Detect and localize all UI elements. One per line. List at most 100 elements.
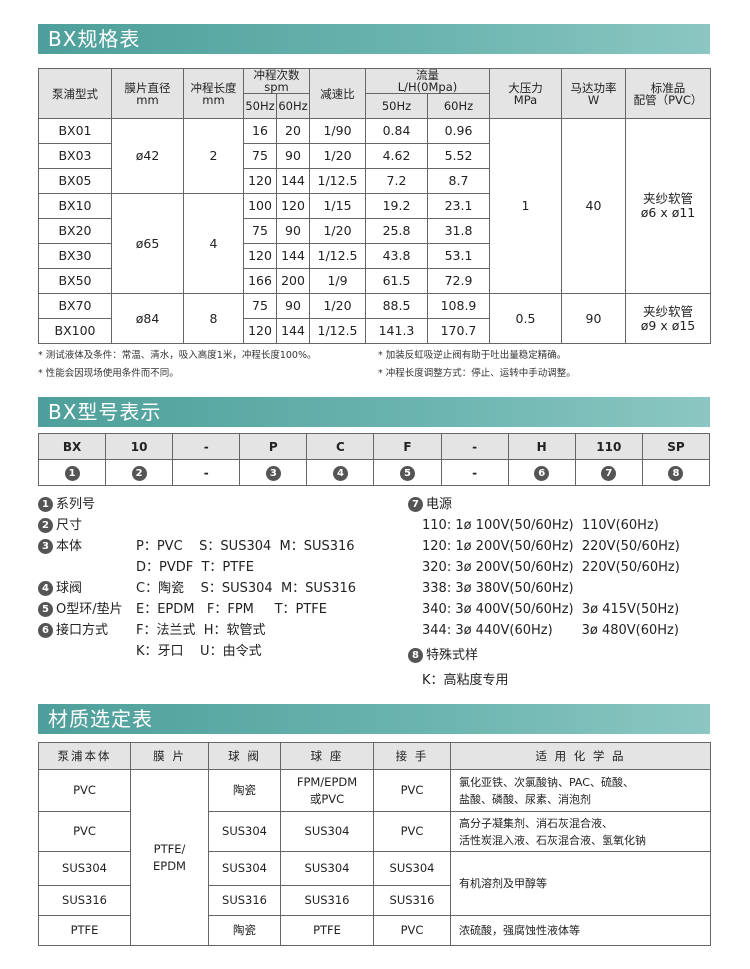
table-cell: PVC: [373, 915, 451, 946]
header-row: 泵浦型式 膜片直径 mm 冲程长度 mm 冲程次数 spm 减速比 流量 L/H(0Mpa…: [38, 68, 711, 119]
table-cell: 120: [243, 318, 277, 344]
note: * 冲程长度调整方式：停止、运转中手动调整。: [378, 368, 576, 379]
table-cell: 90: [276, 143, 310, 169]
table-cell: 90: [276, 218, 310, 244]
table-cell: 141.3: [365, 318, 428, 344]
table-cell: BX01: [38, 118, 112, 144]
legend-text: 球阀: [56, 581, 83, 596]
legend-row: K：牙口 U：由令式: [38, 641, 398, 662]
legend-row: 7 电源: [408, 494, 708, 515]
legend-text: 本体: [56, 539, 83, 554]
subheader-cell: 60Hz: [427, 93, 490, 119]
header-cell: 球 阀: [208, 742, 281, 770]
table-cell: SUS316: [38, 885, 131, 916]
legend-label: 4 球阀: [38, 578, 136, 599]
table-row: BX10 ø65 4 100 120 1/15 19.2 23.1: [38, 193, 711, 294]
table-cell: SUS304: [38, 851, 131, 886]
header-cell: 膜 片: [130, 742, 209, 770]
legend-number: 8: [408, 648, 423, 663]
code-row: BX 10- P C F - H 110 SP: [37, 433, 711, 460]
table-cell: 16: [243, 118, 277, 144]
mark: -: [472, 465, 478, 480]
table-row: BX20 75 90 1/20 25.8 31.8: [38, 218, 711, 244]
material-table: 泵浦本体膜 片球 阀球 座接 手适 用 化 学 品 PVC PTFE/ EPDM 陶瓷…: [38, 742, 711, 946]
table-cell: 75: [243, 143, 277, 169]
table-row: SUS316 SUS316 SUS316 SUS316: [38, 885, 711, 916]
table-cell: SUS304: [373, 851, 451, 886]
legend-line: P：PVC S：SUS304 M：SUS316: [136, 539, 355, 554]
header-cell: 球 座: [280, 742, 374, 770]
table-cell: 1/15: [309, 193, 366, 219]
mark-cell: 4: [306, 459, 375, 486]
mark-cell: -: [440, 459, 509, 486]
table-row: BX100 120 144 1/12.5 141.3 170.7: [38, 318, 711, 344]
table-cell: 25.8: [365, 218, 428, 244]
table-cell: SUS304: [280, 851, 374, 886]
table-cell: 0.96: [427, 118, 490, 144]
table-cell: 1/12.5: [309, 168, 366, 194]
table-cell: 53.1: [427, 243, 490, 269]
table-cell: 夹纱软管 ø9 x ø15: [625, 293, 711, 344]
mark: -: [203, 465, 209, 480]
header-cell: 冲程次数 spm: [243, 68, 310, 94]
table-cell: 31.8: [427, 218, 490, 244]
legend-row: D：PVDF T：PTFE: [38, 557, 398, 578]
note: * 性能会因现场使用条件而不同。: [38, 368, 179, 379]
table-cell: 72.9: [427, 268, 490, 294]
legend-number: 5: [38, 602, 53, 617]
legend-label: 2 尺寸: [38, 515, 136, 536]
table-cell: 1/9: [309, 268, 366, 294]
table-cell: 75: [243, 218, 277, 244]
legend-line: F：法兰式 H：软管式: [136, 623, 266, 638]
table-cell: 高分子凝集剂、消石灰混合液、 活性炭混入液、石灰混合液、氢氧化钠: [450, 811, 711, 852]
legend-label: 1 系列号: [38, 494, 136, 515]
table-cell: 2: [183, 118, 244, 194]
header-cell: 标准品 配管（PVC）: [625, 68, 711, 119]
table-cell: BX30: [38, 243, 112, 269]
table-cell: PVC: [373, 769, 451, 812]
legend-row: 5 O型环/垫片 E：EPDM F：FPM T：PTFE: [38, 599, 398, 620]
table-cell: 40: [561, 118, 626, 294]
section-header: 材质选定表: [38, 704, 710, 734]
table-cell: 170.7: [427, 318, 490, 344]
table-row: BX50 166 200 1/9 61.5 72.9: [38, 268, 711, 294]
section-title: 材质选定表: [48, 707, 153, 731]
table-cell: SUS316: [373, 885, 451, 916]
mark: 4: [332, 465, 348, 481]
table-cell: 1/12.5: [309, 318, 366, 344]
table-cell: ø42: [111, 118, 184, 194]
table-cell: SUS304: [208, 811, 281, 852]
mark: 2: [131, 465, 147, 481]
legend-text: 特殊式样: [426, 648, 479, 663]
legend-number: 2: [38, 518, 53, 533]
table-cell: PTFE/ EPDM: [130, 769, 209, 946]
table-cell: 88.5: [365, 293, 428, 319]
mark: 3: [265, 465, 281, 481]
table-cell: 1/20: [309, 293, 366, 319]
table-cell: 0.5: [489, 293, 562, 344]
header-row: 50Hz 60Hz 50Hz 60Hz: [39, 93, 711, 119]
table-cell: 144: [276, 318, 310, 344]
table-cell: SUS316: [280, 885, 374, 916]
table-cell: 43.8: [365, 243, 428, 269]
legend-number: 4: [38, 581, 53, 596]
header-cell: 流量 L/H(0Mpa): [365, 68, 490, 94]
table-cell: PVC: [38, 769, 131, 812]
table-cell: 1/20: [309, 143, 366, 169]
table-cell: BX03: [38, 143, 112, 169]
mark-cell: 7: [574, 459, 643, 486]
table-cell: 5.52: [427, 143, 490, 169]
legend-text: 电源: [426, 497, 453, 512]
legend-label: 6 接口方式: [38, 620, 136, 641]
table-cell: 200: [276, 268, 310, 294]
legend-line: 110: 1ø 100V(50/60Hz) 110V(60Hz): [422, 518, 659, 533]
legend-line: K：牙口 U：由令式: [136, 644, 262, 659]
legend-line: 344: 3ø 440V(60Hz) 3ø 480V(60Hz): [422, 623, 679, 638]
section-title: BX型号表示: [48, 400, 162, 424]
table-cell: PVC: [373, 811, 451, 852]
legend-number: 6: [38, 623, 53, 638]
code-cell: -: [172, 433, 241, 460]
legend-number: 3: [38, 539, 53, 554]
legend-label: 3 本体: [38, 536, 136, 557]
table-row: SUS304 SUS304 SUS304 SUS304 有机溶剂及甲醇等: [38, 851, 711, 916]
